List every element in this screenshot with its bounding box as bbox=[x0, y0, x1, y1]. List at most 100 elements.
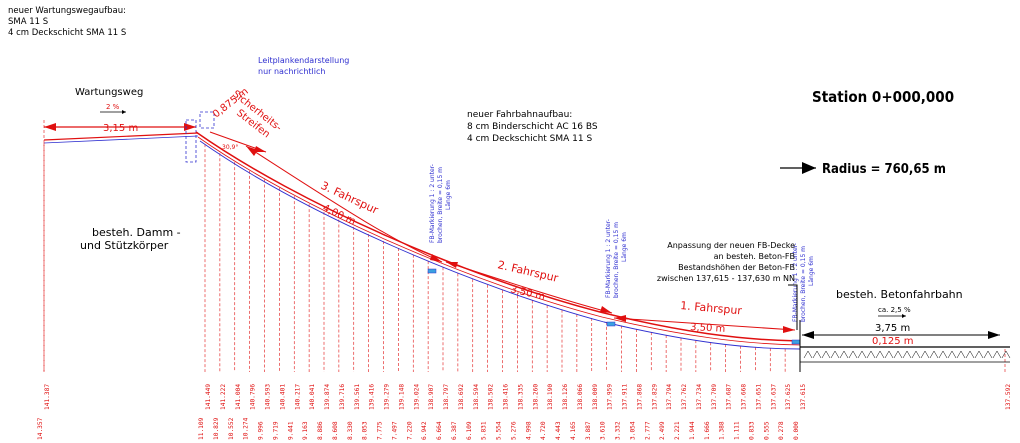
station-offset-label: 1.944 bbox=[689, 421, 696, 440]
station-height-label: 141.004 bbox=[235, 384, 242, 410]
station-offset-label: 5.831 bbox=[481, 421, 488, 440]
station-offset-label: 0.555 bbox=[763, 421, 770, 440]
existing-dim-arrow-left bbox=[802, 331, 814, 339]
marking-note-b1: FB-Markierung 1 : 2 unter- bbox=[605, 219, 612, 298]
station-offset-label: 3.610 bbox=[600, 421, 607, 440]
station-offset-label: 0.000 bbox=[793, 421, 800, 440]
station-height-label: 137.709 bbox=[711, 384, 718, 410]
lane3-dim bbox=[245, 145, 443, 263]
station-height-label: 139.279 bbox=[384, 384, 391, 410]
station-height-label: 138.190 bbox=[547, 384, 554, 410]
station-offset-label: 9.441 bbox=[287, 421, 294, 440]
station-height-label: 141.387 bbox=[44, 384, 51, 410]
station-offset-label: 6.387 bbox=[451, 421, 458, 440]
top-note-line-2: SMA 11 S bbox=[8, 17, 48, 27]
station-height-label: 137.625 bbox=[785, 384, 792, 410]
station-height-label: 139.148 bbox=[398, 384, 405, 410]
station-offset-label: 8.886 bbox=[317, 421, 324, 440]
station-height-label: 139.416 bbox=[369, 384, 376, 410]
station-height-label: 138.907 bbox=[428, 384, 435, 410]
hatch-mark bbox=[947, 350, 957, 359]
station-height-label: 141.449 bbox=[205, 384, 212, 410]
path-surface-base bbox=[43, 135, 199, 144]
hatch-mark bbox=[983, 350, 993, 359]
path-dim-arrow-left bbox=[44, 123, 56, 131]
station-offset-label: 1.111 bbox=[734, 421, 741, 440]
station-height-label: 137.911 bbox=[622, 384, 629, 410]
guardrail-note-line-2: nur nachrichtlich bbox=[258, 67, 325, 76]
top-note-line-1: neuer Wartungswegaufbau: bbox=[8, 6, 126, 16]
path-label: Wartungsweg bbox=[75, 87, 143, 98]
station-label: Station 0+000,000 bbox=[812, 88, 954, 106]
station-offset-label: 2.221 bbox=[674, 421, 681, 440]
pavement-surface bbox=[195, 131, 801, 342]
marking-note-a2: brochen, Breite = 0,15 m bbox=[437, 167, 444, 243]
pavement-note-2: 8 cm Binderschicht AC 16 BS bbox=[467, 122, 598, 132]
station-height-label: 140.401 bbox=[279, 384, 286, 410]
marking-note-c2: brochen, Breite = 0,15 m bbox=[800, 246, 807, 322]
station-height-label: 137.637 bbox=[770, 384, 777, 410]
embankment-label-1: besteh. Damm - bbox=[92, 226, 181, 239]
station-offset-label: 8.608 bbox=[332, 421, 339, 440]
concrete-hatch bbox=[803, 350, 1011, 359]
station-offset-label: 0.278 bbox=[778, 421, 785, 440]
station-offset-label: 1.666 bbox=[704, 421, 711, 440]
station-offset-label: 10.274 bbox=[243, 417, 250, 440]
station-height-label: 138.066 bbox=[577, 384, 584, 410]
hatch-mark bbox=[857, 350, 867, 359]
lane1-dim bbox=[613, 317, 796, 331]
hatch-mark bbox=[884, 350, 894, 359]
station-offset-label: 2.777 bbox=[644, 421, 651, 440]
top-note-line-3: 4 cm Deckschicht SMA 11 S bbox=[8, 28, 126, 38]
station-height-label: 140.593 bbox=[265, 384, 272, 410]
radius-label: Radius = 760,65 m bbox=[822, 162, 946, 177]
hatch-mark bbox=[974, 350, 984, 359]
lane2-arrow-right bbox=[600, 306, 612, 313]
station-height-label: 137.615 bbox=[800, 384, 807, 410]
marking-note-b3: Länge 6m bbox=[621, 232, 628, 262]
station-height-label: 140.796 bbox=[250, 384, 257, 410]
station-offset-label: 4.443 bbox=[555, 421, 562, 440]
station-height-label: 138.009 bbox=[592, 384, 599, 410]
station-offset-label: 7.775 bbox=[377, 421, 384, 440]
hatch-mark bbox=[866, 350, 876, 359]
existing-slope-arrowhead bbox=[902, 314, 906, 318]
station-offset-label: 9.719 bbox=[272, 421, 279, 440]
lane2-arrow-left bbox=[446, 262, 458, 268]
station-offset-label: 9.996 bbox=[258, 421, 265, 440]
station-offset-label: 4.165 bbox=[570, 421, 577, 440]
adjust-leader bbox=[788, 284, 798, 330]
hatch-mark bbox=[965, 350, 975, 359]
station-tick-labels: 14.357141.38711.109141.44910.829141.2221… bbox=[37, 384, 1012, 440]
angle-label: 30,9° bbox=[222, 144, 238, 151]
path-slope: 2 % bbox=[106, 103, 120, 111]
station-offset-label: 11.109 bbox=[198, 417, 205, 440]
hatch-mark bbox=[911, 350, 921, 359]
hatch-mark bbox=[902, 350, 912, 359]
lane-marking-2 bbox=[606, 321, 616, 327]
station-height-label: 137.868 bbox=[636, 384, 643, 410]
station-offset-label: 3.054 bbox=[629, 421, 636, 440]
path-surface bbox=[43, 132, 199, 141]
hatch-mark bbox=[956, 350, 966, 359]
radius-arrowhead bbox=[802, 162, 816, 174]
station-lines bbox=[43, 143, 1006, 372]
marking-note-c1: FB-Markierung 1 : 2 unter- bbox=[792, 243, 799, 322]
station-height-label: 137.829 bbox=[651, 384, 658, 410]
guardrail-note-line-1: Leitplankendarstellung bbox=[258, 56, 349, 65]
station-offset-label: 0.833 bbox=[748, 421, 755, 440]
pavement-note-3: 4 cm Deckschicht SMA 11 S bbox=[467, 134, 592, 144]
station-height-label: 138.126 bbox=[562, 384, 569, 410]
lane1-width: 3,50 m bbox=[690, 322, 726, 335]
adjust-note-1: Anpassung der neuen FB-Decke bbox=[667, 241, 795, 250]
station-offset-label: 8.330 bbox=[347, 421, 354, 440]
station-offset-label: 6.664 bbox=[436, 421, 443, 440]
existing-offset: 0,125 m bbox=[872, 336, 914, 347]
adjust-note-3: Bestandshöhen der Beton-FB bbox=[678, 263, 795, 272]
station-height-label: 137.959 bbox=[607, 384, 614, 410]
station-height-label: 139.561 bbox=[354, 384, 361, 410]
path-width: 3,15 m bbox=[103, 123, 138, 134]
adjust-note-2: an besteh. Beton-FB bbox=[714, 252, 795, 261]
path-dim-arrow-right bbox=[184, 123, 196, 131]
